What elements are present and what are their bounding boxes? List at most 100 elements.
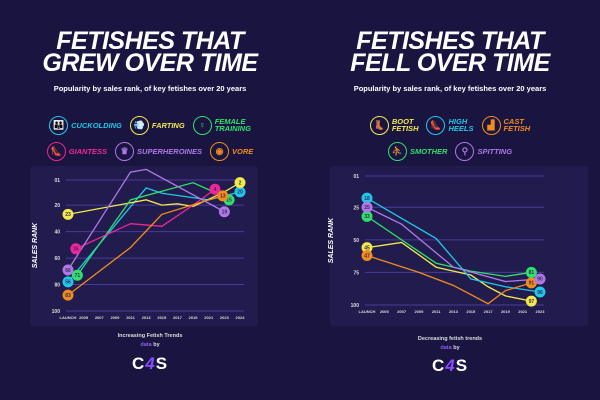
legend-row: ⛹ SMOTHER ⚲ SPITTING [300,138,600,164]
data-label: 19 [222,210,228,216]
x-tick-label: 2005 [79,315,89,320]
logo-letter: 4 [445,356,456,375]
x-tick-label: 2011 [432,309,441,314]
x-tick-label: 2011 [126,315,135,320]
legend: 👢 BOOT FETISH 👠 HIGH HEELS ▟ CAST FETISH ⛹ SMOTHER… [300,112,600,164]
legend-label: VORE [232,146,254,156]
title-fell: FETISHES THAT FELL OVER TIME [300,27,600,76]
data-point [218,206,230,218]
data-word: data [440,345,452,351]
data-by: data by [0,342,300,348]
x-tick-label: 2023 [536,309,546,314]
data-label: 97 [529,299,535,305]
legend-item-female-training: ♀ FEMALE TRAINING [192,115,251,135]
legend: 👪 CUCKOLDING 💨 FARTING ♀ FEMALE TRAINING 👠 GIANT… [0,112,300,164]
y-tick-label: 60 [54,256,60,262]
panel-grew: FETISHES THAT GREW OVER TIME Popularity b… [0,27,300,373]
legend-item-giantess: 👠 GIANTESS [46,141,108,161]
data-by: data by [300,345,600,351]
by-word: by [153,342,160,348]
x-tick-label: 2007 [397,309,407,314]
x-tick-label: LAUNCH [60,315,77,320]
y-tick-label: 100 [52,309,61,315]
data-point [525,266,537,278]
legend-item-high-heels: 👠 HIGH HEELS [426,115,474,135]
title-grew: FETISHES THAT GREW OVER TIME [0,27,300,76]
legend-label: SPITTING [477,146,513,156]
legend-label: SUPERHEROINES [137,146,203,156]
x-tick-label: 2017 [484,309,494,314]
data-point [361,201,373,213]
data-point [234,177,246,189]
data-point [234,186,246,198]
y-axis-label: SALES RANK [32,222,39,268]
y-axis-label: SALES RANK [328,217,335,263]
chart-background [330,166,588,326]
legend-item-cast-fetish: ▟ CAST FETISH [481,115,531,135]
data-label: 35 [73,247,79,253]
c4s-logo: C4S [300,356,600,376]
data-label: 33 [364,214,370,220]
legend-row: 👢 BOOT FETISH 👠 HIGH HEELS ▟ CAST FETISH [300,112,600,138]
y-tick-label: 20 [54,203,60,209]
data-label: 81 [529,270,535,276]
series-line-giantess [75,188,216,250]
legend-item-boot-fetish: 👢 BOOT FETISH [369,115,418,135]
x-tick-label: 2017 [173,315,183,320]
data-point [361,210,373,222]
series-line-high-heels [366,197,541,293]
data-label: 83 [65,293,71,299]
data-label: 2 [239,180,242,186]
x-tick-label: 2019 [501,309,511,314]
data-point [71,269,83,281]
series-line-cast-fetish [366,254,532,305]
vore-icon: ◉ [210,141,230,161]
footer-caption: Increasing Fetish Trends [117,333,183,339]
title-line: FETISHES THAT [56,27,244,55]
x-tick-label: 2015 [157,315,167,320]
data-point [62,208,74,220]
data-point [534,286,546,298]
x-tick-label: 2021 [518,309,528,314]
data-point [217,190,229,202]
data-label: 90 [537,277,543,283]
series-line-spitting [366,206,541,283]
data-label: 71 [75,273,81,279]
y-tick-label: 100 [351,303,360,309]
y-tick-label: 01 [54,178,60,184]
data-label: 15 [226,198,232,204]
logo-letter: S [455,356,469,375]
data-label: 66 [65,268,71,274]
cuckolding-icon: 👪 [49,115,69,135]
x-tick-label: 2005 [380,309,390,314]
data-point [62,264,74,276]
farting-icon: 💨 [129,115,149,135]
x-tick-label: 2019 [189,315,199,320]
logo-letter: C [131,354,146,373]
x-tick-label: 2023 [220,315,230,320]
x-tick-label: 2013 [449,309,459,314]
y-tick-label: 01 [353,174,359,180]
legend-item-cuckolding: 👪 CUCKOLDING [49,115,122,135]
superheroines-icon: ♛ [115,141,135,161]
data-label: 25 [364,205,370,211]
legend-label: GIANTESS [68,146,108,156]
legend-item-smother: ⛹ SMOTHER [387,141,447,161]
data-label: 4 [214,187,217,193]
footer-caption: Decreasing fetish trends [417,336,483,342]
data-point [534,273,546,285]
y-tick-label: 50 [353,238,359,244]
legend-row: 👠 GIANTESS ♛ SUPERHEROINES ◉ VORE [0,138,300,164]
data-point [62,289,74,301]
data-point [62,276,74,288]
subtitle: Popularity by sales rank, of key fetishe… [53,84,247,93]
title-line: FETISHES THAT [356,27,544,55]
legend-item-spitting: ⚲ SPITTING [455,141,513,161]
series-line-boot-fetish [366,241,532,302]
x-tick-label: 2009 [414,309,424,314]
data-point [361,192,373,204]
logo-letter: S [155,354,169,373]
data-point [209,183,221,195]
legend-label: CAST FETISH [503,117,531,133]
